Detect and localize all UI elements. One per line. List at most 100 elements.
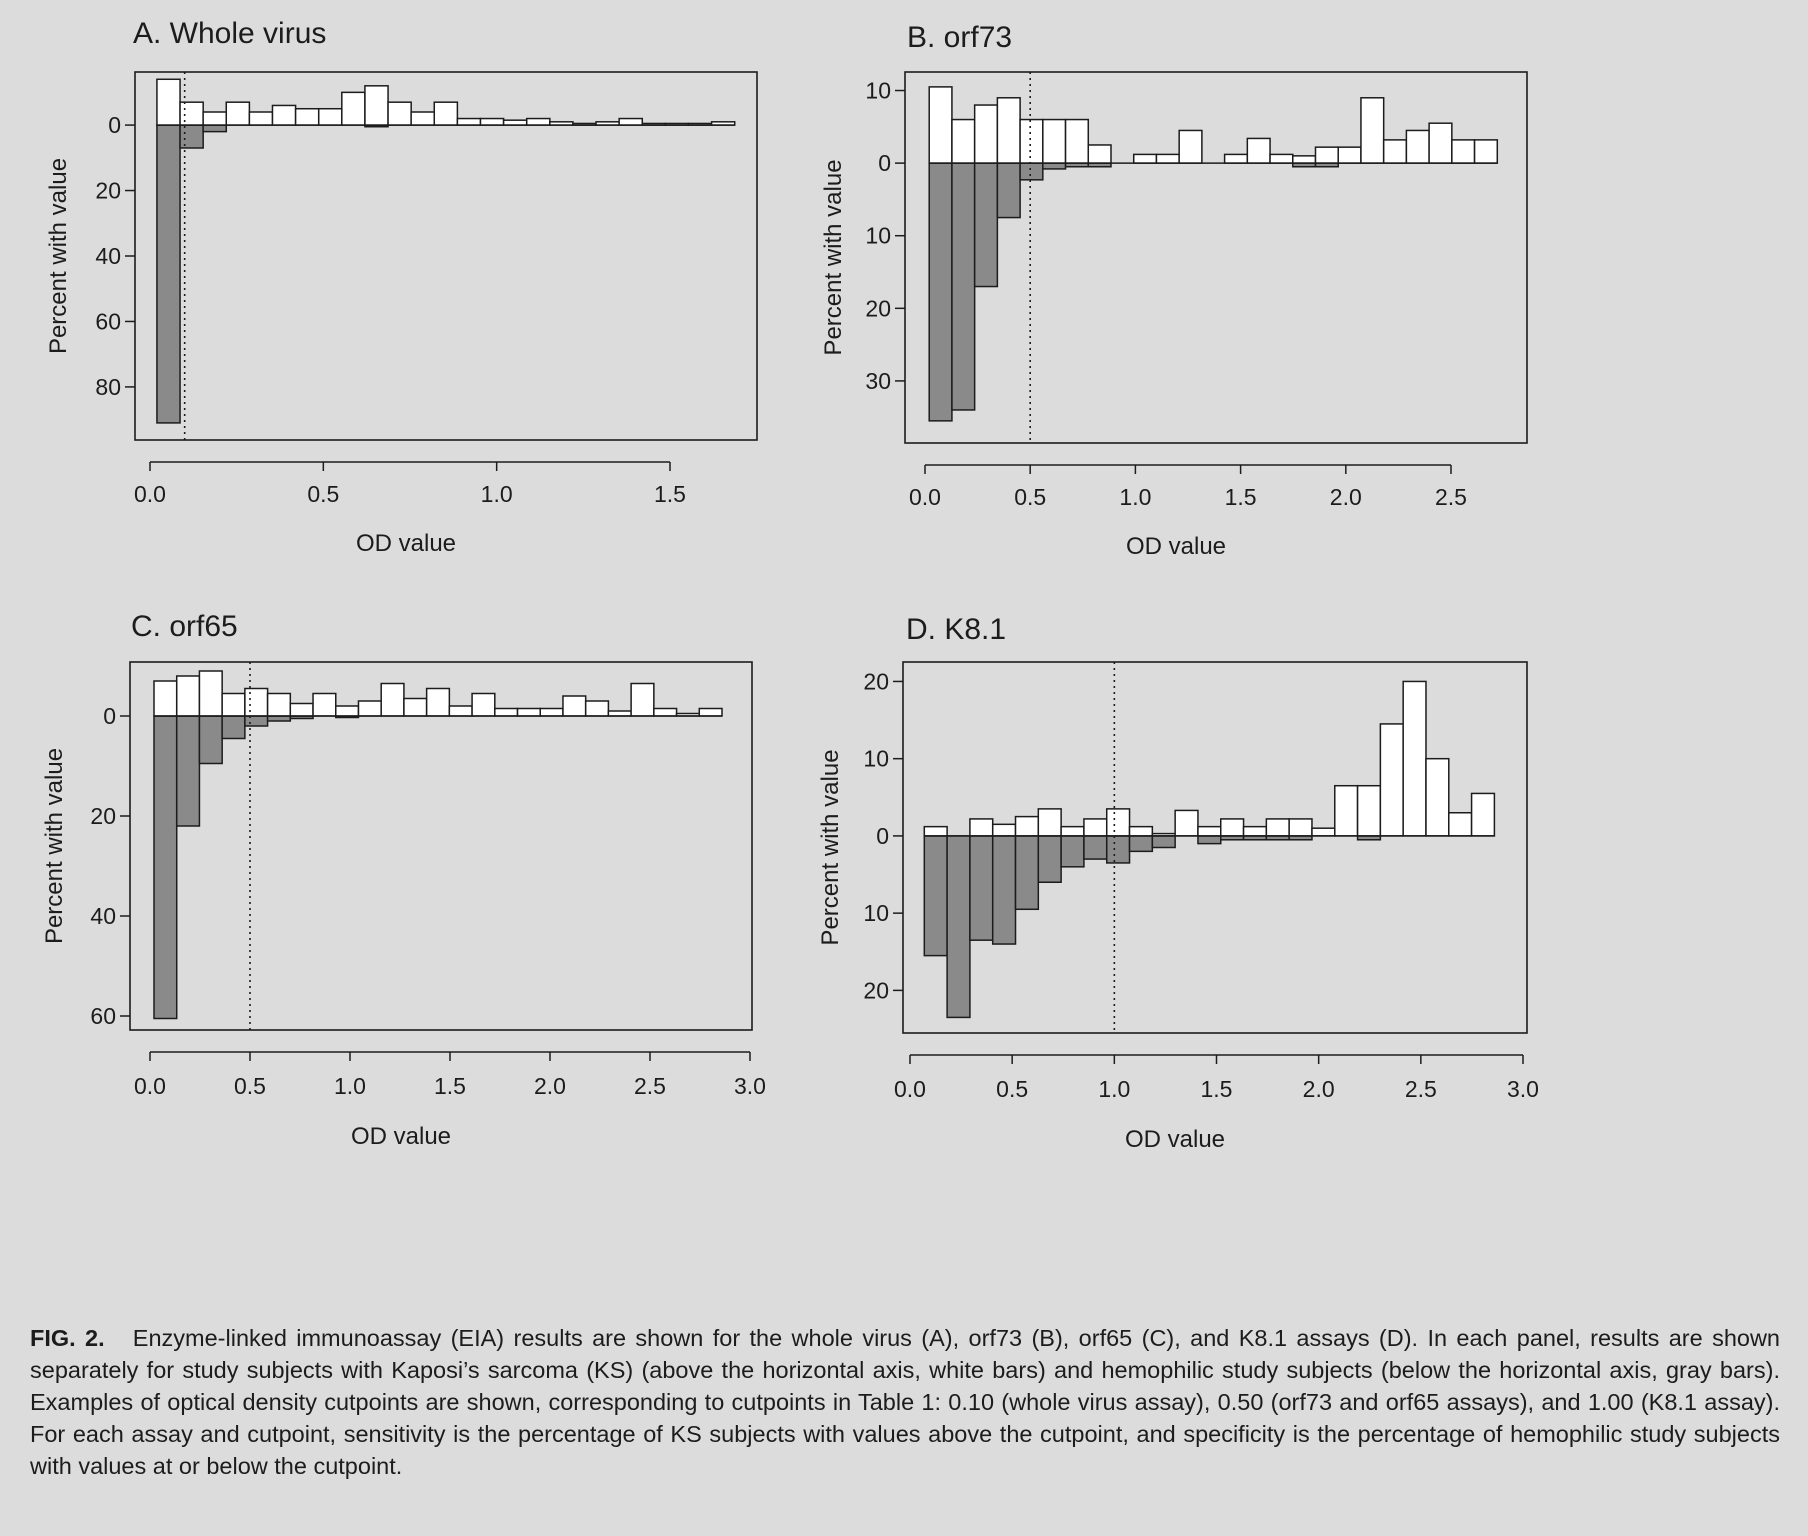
bar-ks [996,97,1021,164]
bar-ks [471,692,496,717]
bar-hemophilic [996,162,1021,219]
x-tick-label: 3.0 [734,1073,766,1099]
bar-ks [1269,153,1294,164]
bar-hemophilic [969,835,994,941]
bar-ks [341,91,366,126]
bar-ks [1060,825,1085,837]
y-tick-label: 80 [95,374,121,400]
bar-ks [991,823,1017,837]
bar-hemophilic [202,124,228,133]
bar-ks [1014,815,1040,837]
x-tick-label: 2.0 [1303,1076,1335,1102]
bar-ks [1105,808,1131,837]
bar-hemophilic [1019,162,1044,181]
bar-ks [294,107,320,126]
y-axis-label: Percent with value [820,159,847,355]
bar-ks [1288,818,1313,837]
bar-ks [425,687,451,717]
x-tick-label: 2.0 [534,1073,566,1099]
panel-title: D. K8.1 [906,613,1006,646]
bar-ks [1314,146,1339,164]
bar-ks [1334,784,1359,837]
bar-ks [539,707,564,717]
y-tick-label: 40 [90,903,116,929]
x-tick-label: 1.5 [434,1073,466,1099]
bar-ks [1019,118,1044,164]
bar-ks [618,117,644,126]
bar-ks [456,117,482,126]
plot-frame [904,71,1528,444]
figure-panels: A. Whole virus 0 20 40 60 80 0.0 0.5 1.0 1.5 OD va… [41,17,1539,1153]
bar-ks [1311,827,1336,837]
y-tick-label: 60 [95,308,121,334]
bar-hemophilic [153,715,178,1020]
x-tick-label: 0.5 [234,1073,266,1099]
bar-hemophilic [179,124,204,149]
panel-d: D. K8.1 20 10 0 10 20 0.0 0.5 1.0 1.5 2.0 2.5 3.0 OD … [817,613,1539,1153]
bar-ks [198,670,223,717]
bar-hemophilic [1151,835,1176,849]
y-axis-label: Percent with value [41,748,68,944]
y-tick-label: 20 [865,295,891,321]
y-tick-label: 0 [108,112,121,138]
x-tick-label: 3.0 [1507,1076,1539,1102]
bar-ks [1197,825,1222,837]
panel-title: B. orf73 [907,21,1012,54]
bar-ks [1470,792,1496,837]
x-axis-label: OD value [1125,1126,1225,1153]
bar-ks [1087,144,1112,164]
panel-a: A. Whole virus 0 20 40 60 80 0.0 0.5 1.0 1.5 OD va… [45,17,758,557]
bar-ks [1132,153,1158,164]
x-tick-label: 1.0 [334,1073,366,1099]
x-axis-label: OD value [1126,533,1226,560]
bar-hemophilic [1060,835,1085,868]
bar-ks [271,104,297,126]
y-tick-label: 10 [865,223,891,249]
bar-ks [1064,118,1090,164]
bar-ks [266,692,292,717]
bar-ks [973,104,999,164]
bar-hemophilic [991,835,1017,945]
bar-ks [1174,809,1199,837]
bar-ks [1337,146,1362,164]
bar-ks [289,702,314,717]
x-tick-label: 2.5 [1435,484,1467,510]
bar-hemophilic [1042,162,1067,170]
bar-hemophilic [198,715,223,765]
bar-ks [525,117,551,126]
bar-ks [175,675,201,717]
bar-ks [1242,825,1268,837]
bar-ks [1223,153,1249,164]
x-tick-label: 0.5 [996,1076,1028,1102]
x-tick-label: 0.5 [307,481,339,507]
bar-ks [317,107,343,126]
x-tick-label: 2.5 [1405,1076,1437,1102]
bar-ks [969,818,994,837]
bar-ks [698,707,723,717]
bar-ks [584,700,610,717]
bar-hemophilic [928,162,953,422]
y-tick-label: 10 [863,746,889,772]
bar-hemophilic [1197,835,1222,845]
bar-hemophilic [1037,835,1062,884]
y-axis-label: Percent with value [817,749,844,945]
bar-ks [1292,155,1317,164]
bar-ks [410,111,436,126]
bar-ks [516,707,541,717]
bar-ks [1083,818,1108,837]
bar-ks [1178,129,1203,164]
bar-ks [1402,680,1427,837]
bar-ks [1265,818,1290,837]
bar-ks [153,680,178,717]
bar-ks [1448,811,1473,837]
bar-ks [1382,139,1408,164]
plot-frame [129,661,753,1031]
bar-ks [494,707,519,717]
bar-ks [387,101,412,126]
panel-b: B. orf73 10 0 10 20 30 0.0 0.5 1.0 1.5 2.0 2.5 OD va… [820,21,1528,560]
bar-hemophilic [951,162,976,411]
bar-ks [923,825,948,837]
bar-ks [1405,129,1430,164]
bar-ks [1425,757,1450,837]
y-tick-label: 10 [865,78,891,104]
